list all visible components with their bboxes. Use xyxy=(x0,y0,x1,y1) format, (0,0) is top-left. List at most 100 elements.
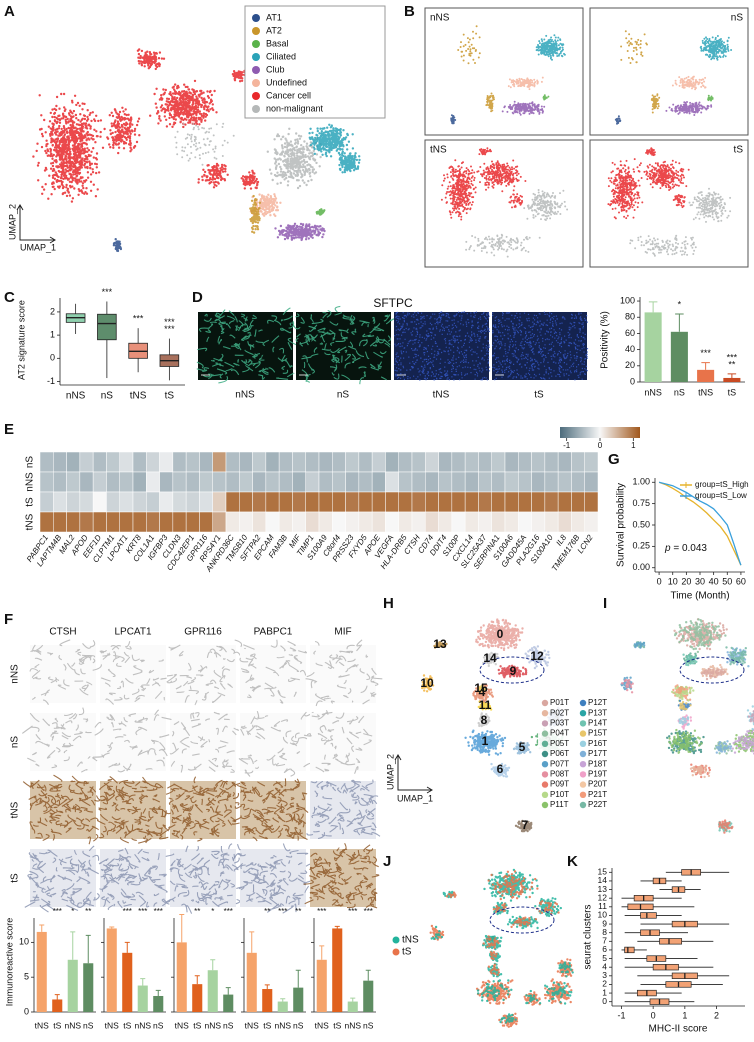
tissue-image xyxy=(394,312,489,380)
heatmap-cell xyxy=(39,511,54,533)
heatmap-cell xyxy=(265,491,280,513)
heatmap-cell xyxy=(411,451,426,473)
heatmap-cell xyxy=(451,471,466,493)
highlight xyxy=(679,656,745,684)
heatmap-cell xyxy=(53,451,67,473)
tissue-image xyxy=(310,645,376,703)
highlight xyxy=(479,656,545,684)
legend-label: P04T xyxy=(550,729,569,738)
row-label: tS xyxy=(25,497,36,507)
heatmap-cell xyxy=(132,451,147,473)
legend-label: P01T xyxy=(550,698,569,707)
heatmap-cell xyxy=(79,451,94,473)
significance: *** xyxy=(317,907,326,916)
heatmap-cell xyxy=(225,511,240,533)
cell-cloud xyxy=(620,30,648,64)
x-tick-label: nS xyxy=(223,1020,234,1030)
heatmap-cell xyxy=(398,451,413,473)
heatmap-cell xyxy=(199,451,213,473)
legend-label: Ciliated xyxy=(266,51,296,61)
cell-cloud xyxy=(620,678,634,694)
axis-label: MHC-II score xyxy=(649,1024,708,1035)
axis-label: UMAP_1 xyxy=(397,793,433,803)
legend-swatch xyxy=(541,750,549,758)
legend-box xyxy=(538,697,620,813)
heatmap-cell xyxy=(278,511,293,533)
image-title: SFTPC xyxy=(373,296,413,310)
error-bar xyxy=(701,362,710,370)
panel-label: D xyxy=(192,289,203,306)
x-tick-label: nNS xyxy=(66,391,86,402)
panel-title: nS xyxy=(731,13,744,24)
cell-cloud xyxy=(607,158,644,220)
tissue-texture xyxy=(162,776,244,842)
heatmap-cell xyxy=(504,451,519,473)
legend-label: P21T xyxy=(588,790,607,799)
heatmap-cell xyxy=(438,511,453,533)
heatmap-cell xyxy=(119,471,134,493)
heatmap-cell xyxy=(425,451,439,473)
legend-swatch xyxy=(541,791,549,798)
y-tick-label: 2 xyxy=(602,979,607,989)
gene-header: PABPC1 xyxy=(254,627,293,638)
cell-cloud xyxy=(523,189,569,221)
tissue-texture xyxy=(394,311,491,381)
heatmap-cell xyxy=(225,471,240,493)
significance: *** xyxy=(164,317,175,327)
x-tick-label: nNS xyxy=(64,1020,81,1030)
bar xyxy=(644,312,662,382)
colorbar-label: -1 xyxy=(563,441,571,450)
cell-cloud xyxy=(524,645,551,670)
box xyxy=(659,938,683,945)
legend-label: Club xyxy=(266,64,285,74)
bar xyxy=(723,377,741,382)
legend-label: P12T xyxy=(588,698,607,707)
axis-label: seurat clusters xyxy=(583,904,594,969)
heatmap-cell xyxy=(185,451,200,473)
heatmap-cell xyxy=(132,471,147,493)
heatmap-cell xyxy=(146,491,160,513)
tissue-texture xyxy=(24,845,100,913)
heatmap-cell xyxy=(106,511,120,533)
heatmap-cell xyxy=(212,491,227,513)
heatmap-cell xyxy=(79,471,94,493)
error-bar xyxy=(85,934,91,964)
cell-cloud xyxy=(489,951,498,961)
cell-cloud xyxy=(240,169,260,190)
legend-swatch xyxy=(252,40,260,48)
error-bar xyxy=(70,931,76,960)
cell-cloud xyxy=(482,936,500,950)
row-label: nNS xyxy=(10,664,21,684)
y-tick-label: 13 xyxy=(598,884,608,894)
axis-label: UMAP_2 xyxy=(385,754,395,790)
bar xyxy=(223,994,234,1012)
legend-swatch xyxy=(579,801,587,809)
tissue-texture xyxy=(232,843,316,914)
heatmap-cell xyxy=(132,511,147,533)
tissue-texture xyxy=(196,307,298,384)
significance: ** xyxy=(194,907,200,916)
colorbar xyxy=(560,427,640,438)
x-tick-label: 2 xyxy=(714,1010,719,1020)
y-tick-label: -1 xyxy=(47,376,55,386)
significance: ** xyxy=(728,359,736,369)
heatmap-cell xyxy=(159,451,174,473)
panel-title: tS xyxy=(734,145,744,156)
tissue-texture xyxy=(305,639,383,707)
heatmap-cell xyxy=(332,511,346,533)
error-bar xyxy=(155,989,161,996)
bar xyxy=(277,1001,288,1012)
y-tick-label: 1.00 xyxy=(632,477,650,487)
cell-cloud xyxy=(544,981,573,1005)
cluster-label: 15 xyxy=(474,681,488,695)
heatmap-cell xyxy=(332,491,346,513)
heatmap-cell xyxy=(371,471,386,493)
panel-label: J xyxy=(383,853,391,870)
heatmap-cell xyxy=(318,471,333,493)
heatmap-cell xyxy=(305,471,320,493)
y-tick-label: 14 xyxy=(598,875,608,885)
cluster-label: 13 xyxy=(433,637,447,651)
legend-label: Cancer cell xyxy=(266,90,311,100)
y-tick-label: 8 xyxy=(602,927,607,937)
legend-label: P07T xyxy=(550,759,569,768)
